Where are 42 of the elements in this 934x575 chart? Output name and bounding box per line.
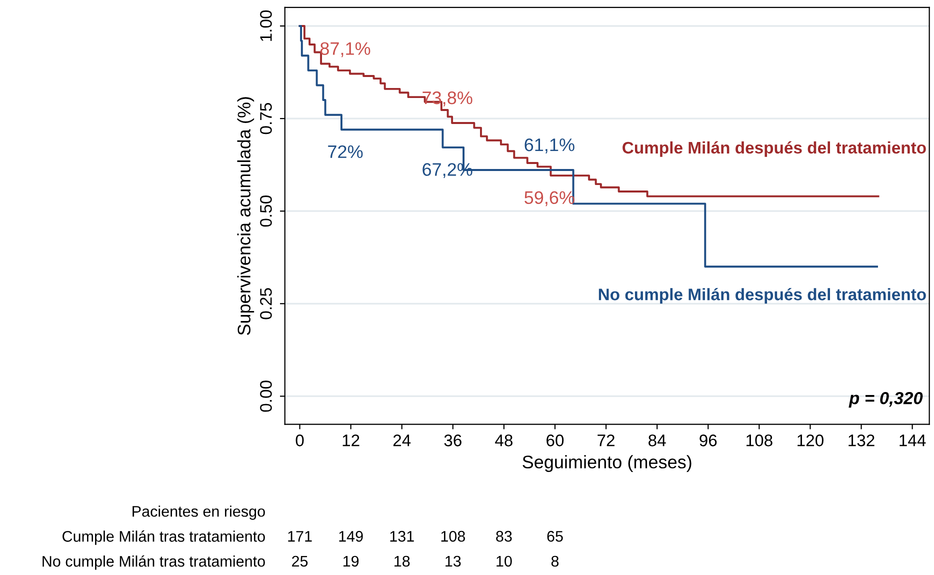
x-tick-label: 24 xyxy=(393,434,411,446)
text: 108 xyxy=(441,530,465,542)
annotation: 67,2% xyxy=(422,163,472,178)
x-tick-label: 48 xyxy=(495,434,512,446)
x-tick-label: 72 xyxy=(598,434,614,446)
text: 149 xyxy=(339,530,363,542)
x-tick-label: 132 xyxy=(848,434,874,446)
y-tick-label: 0.00 xyxy=(260,380,272,412)
text: Pacientes en riesgo xyxy=(132,506,265,520)
text: 171 xyxy=(288,531,312,542)
text: 65 xyxy=(547,530,563,542)
text: 19 xyxy=(343,556,359,567)
series-label: No cumple Milán después del tratamiento xyxy=(598,288,926,304)
y-tick-label: 1.00 xyxy=(260,10,272,41)
x-tick-label: 144 xyxy=(900,434,926,446)
text: 25 xyxy=(292,556,308,567)
text: 18 xyxy=(394,556,410,567)
category-label: Cumple Milán tras tratamiento xyxy=(62,530,265,545)
x-tick-label: 60 xyxy=(546,434,564,446)
category-label: No cumple Milán tras tratamiento xyxy=(42,555,265,570)
series-label: Cumple Milán después del tratamiento xyxy=(622,141,926,157)
annotation: 61,1% xyxy=(524,138,574,154)
text: 13 xyxy=(446,556,461,567)
x-tick-label: 12 xyxy=(342,434,360,446)
y-axis-title: Supervivencia acumulada (%) xyxy=(237,97,254,336)
x-axis-title: Seguimiento (meses) xyxy=(522,455,692,472)
text: 131 xyxy=(390,530,414,542)
text: 8 xyxy=(551,556,559,567)
text: 83 xyxy=(496,530,512,542)
text: 10 xyxy=(496,556,512,567)
y-tick-label: 0.75 xyxy=(260,103,272,134)
x-tick-label: 96 xyxy=(700,434,717,446)
annotation: 87,1% xyxy=(320,42,370,58)
x-tick-label: 36 xyxy=(444,434,462,446)
y-tick-label: 0.50 xyxy=(260,196,272,227)
x-tick-label: 108 xyxy=(746,434,772,446)
x-tick-label: 120 xyxy=(798,434,824,446)
annotation: p = 0,320 xyxy=(848,392,923,408)
x-tick-label: 84 xyxy=(648,434,666,446)
x-tick-label: 0 xyxy=(296,434,304,446)
y-tick-label: 0.25 xyxy=(260,288,272,320)
annotation: 72% xyxy=(328,145,363,158)
